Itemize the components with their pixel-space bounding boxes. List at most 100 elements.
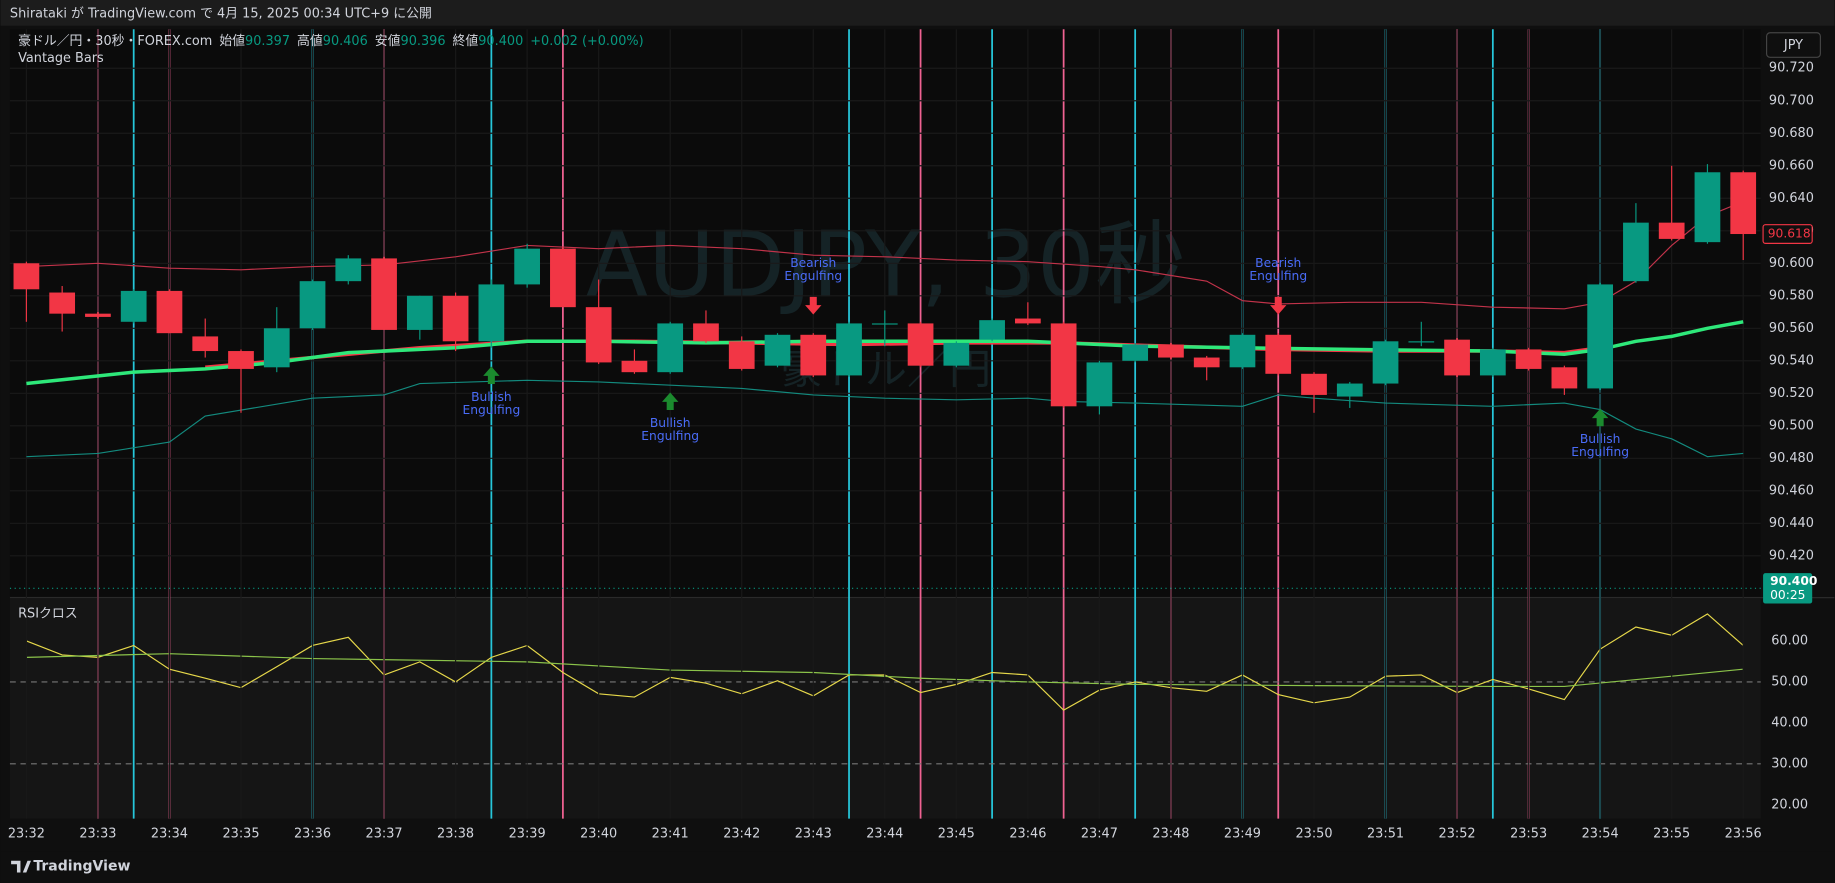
candle-body (1479, 349, 1506, 376)
x-tick-label: 23:53 (1510, 826, 1547, 841)
x-tick-label: 23:48 (1152, 826, 1189, 841)
x-tick-label: 23:41 (652, 826, 689, 841)
high: 90.406 (323, 33, 368, 48)
x-tick-label: 23:44 (866, 826, 903, 841)
x-tick-label: 23:34 (151, 826, 188, 841)
x-tick-label: 23:49 (1224, 826, 1261, 841)
x-tick-label: 23:45 (938, 826, 975, 841)
x-tick-label: 23:43 (795, 826, 832, 841)
annotation-line: Engulfing (1249, 268, 1307, 282)
footer (0, 851, 1835, 883)
x-tick-label: 23:32 (8, 826, 45, 841)
high-label: 高値 (297, 32, 323, 48)
y-tick-label: 90.580 (1769, 288, 1814, 303)
annotation-line: Engulfing (462, 402, 520, 416)
candle-body (156, 290, 183, 334)
x-tick-label: 23:33 (79, 826, 116, 841)
y-tick-label: 90.680 (1769, 126, 1814, 141)
y-tick-label: 90.560 (1769, 321, 1814, 336)
brand: TradingView (33, 859, 130, 875)
x-tick-label: 23:37 (366, 826, 403, 841)
candle-body (800, 334, 827, 376)
annotation: Bullish Engulfing (462, 389, 520, 416)
candle-body (1301, 373, 1327, 395)
annotation-arrow (662, 392, 679, 411)
close-label: 終値 (453, 32, 479, 48)
candle-body (943, 342, 970, 366)
y-tick-label: 90.420 (1769, 548, 1814, 563)
currency-button[interactable] (1765, 32, 1821, 58)
candle-body (371, 258, 397, 330)
candle-body (192, 336, 219, 352)
currency[interactable]: JPY (1783, 38, 1803, 53)
candle-body (979, 320, 1005, 340)
indicator-line (26, 320, 1744, 386)
y-tick-label: 90.520 (1769, 386, 1814, 401)
rsi-line (26, 653, 1744, 688)
last-price: 90.618 (1768, 227, 1811, 241)
candle-body (550, 248, 576, 308)
x-tick-label: 23:55 (1653, 826, 1690, 841)
candle-body (228, 351, 254, 369)
y-tick-label: 90.720 (1769, 61, 1814, 76)
candle-body (335, 258, 362, 282)
candle-body (1623, 222, 1649, 282)
x-tick-label: 23:38 (437, 826, 474, 841)
x-tick-label: 23:46 (1009, 826, 1046, 841)
candle-body (442, 295, 469, 342)
candle-body (693, 323, 719, 342)
y-tick-label: 90.440 (1769, 516, 1814, 531)
annotation: Bearish Engulfing (1249, 255, 1307, 282)
open: 90.397 (245, 33, 290, 48)
annotation-line: Engulfing (641, 428, 699, 442)
top-bar (0, 0, 1835, 26)
rsi-title: RSIクロス (18, 607, 77, 622)
candle-body (299, 281, 326, 329)
annotation-arrow (1591, 408, 1609, 427)
annotation-arrow (483, 366, 500, 385)
candle-body (1158, 344, 1184, 358)
change: +0.002 (+0.00%) (530, 33, 643, 48)
x-tick-label: 23:35 (222, 826, 259, 841)
candle-body (621, 360, 648, 373)
y-tick-label: 90.540 (1769, 353, 1814, 368)
countdown: 00:25 (1770, 588, 1805, 602)
x-tick-label: 23:52 (1439, 826, 1476, 841)
candle-body (120, 290, 147, 322)
y-tick-label: 90.460 (1769, 483, 1814, 498)
candle-body (836, 323, 862, 376)
candle-body (1086, 362, 1113, 407)
candle-body (1015, 318, 1041, 324)
annotation-line: Engulfing (1571, 445, 1629, 459)
annotation: Bullish Engulfing (641, 415, 699, 442)
candle-body (1515, 349, 1542, 369)
low: 90.396 (401, 33, 446, 48)
y-tick-label: 20.00 (1771, 797, 1808, 812)
annotation-line: Bearish (790, 255, 836, 269)
indicator-name: Vantage Bars (18, 51, 104, 66)
y-tick-label: 50.00 (1771, 674, 1808, 689)
annotation-line: Bearish (1255, 255, 1301, 269)
candle-body (1730, 172, 1757, 235)
candle-body (764, 334, 791, 366)
x-tick-label: 23:56 (1725, 826, 1762, 841)
close: 90.400 (478, 33, 523, 48)
low-label: 安値 (375, 32, 401, 48)
y-tick-label: 90.600 (1769, 256, 1814, 271)
open-label: 始値 (219, 32, 245, 48)
logo (11, 860, 31, 873)
candle-body (13, 263, 40, 290)
candle-body (871, 323, 898, 325)
candle-body (406, 295, 433, 330)
y-tick-label: 90.640 (1769, 191, 1814, 206)
x-tick-label: 23:40 (580, 826, 617, 841)
candle-body (907, 323, 934, 366)
indicator-line (26, 379, 1744, 458)
candle-body (1551, 367, 1578, 389)
x-tick-label: 23:36 (294, 826, 331, 841)
annotation-line: Engulfing (784, 268, 842, 282)
candle-body (514, 248, 540, 285)
candle-body (1587, 284, 1614, 389)
annotation-line: Bullish (471, 389, 512, 403)
